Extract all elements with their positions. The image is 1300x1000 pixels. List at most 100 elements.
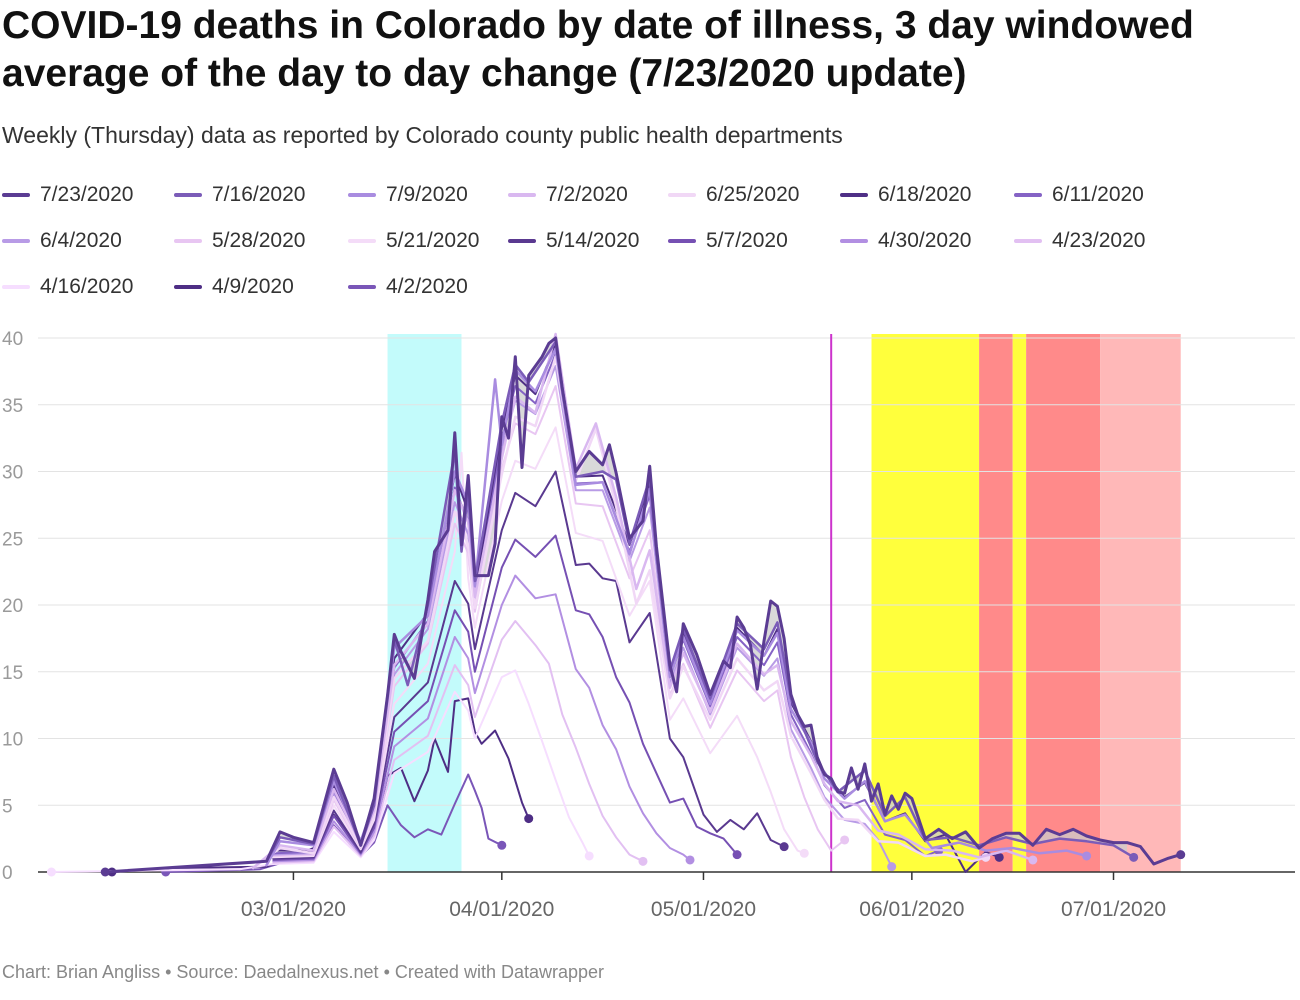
series-end-point bbox=[840, 835, 850, 845]
legend-swatch bbox=[668, 193, 696, 197]
series-end-point bbox=[1176, 850, 1186, 860]
legend-swatch bbox=[348, 285, 376, 289]
series-line bbox=[272, 574, 691, 863]
legend-swatch bbox=[174, 285, 202, 289]
legend-swatch bbox=[508, 193, 536, 197]
series-end-point bbox=[685, 855, 695, 865]
legend-label: 7/9/2020 bbox=[386, 183, 468, 206]
chart-title: COVID-19 deaths in Colorado by date of i… bbox=[2, 4, 1194, 95]
legend-label: 6/18/2020 bbox=[878, 183, 972, 206]
y-tick-label: 20 bbox=[2, 596, 23, 617]
shaded-band bbox=[1026, 334, 1101, 872]
series-start-point bbox=[100, 867, 110, 877]
legend-swatch bbox=[1014, 239, 1042, 243]
legend-item: 6/4/2020 bbox=[2, 224, 122, 258]
legend-item: 7/23/2020 bbox=[2, 178, 133, 212]
series-end-point bbox=[524, 814, 534, 824]
series-group bbox=[272, 620, 648, 866]
series-end-point bbox=[638, 856, 648, 866]
shaded-band bbox=[1100, 334, 1181, 872]
legend-item: 4/2/2020 bbox=[348, 270, 468, 304]
legend-label: 4/23/2020 bbox=[1052, 229, 1146, 252]
legend-item: 6/11/2020 bbox=[1014, 178, 1144, 212]
legend-item: 4/9/2020 bbox=[174, 270, 294, 304]
legend-swatch bbox=[348, 239, 376, 243]
chart-footer: Chart: Brian Angliss • Source: Daedalnex… bbox=[2, 962, 1292, 983]
legend-swatch bbox=[2, 285, 30, 289]
legend-swatch bbox=[174, 193, 202, 197]
legend-swatch bbox=[668, 239, 696, 243]
series-line bbox=[272, 365, 893, 868]
legend-item: 6/25/2020 bbox=[668, 178, 799, 212]
line-chart: 0 5 10 15 20 25 30 35 40 03/01/2020 04/01/2020 05/0… bbox=[2, 329, 1295, 921]
x-tick-label: 05/01/2020 bbox=[651, 898, 756, 921]
y-tick-label: 0 bbox=[2, 863, 13, 884]
legend-item: 6/18/2020 bbox=[840, 178, 971, 212]
series-group bbox=[272, 574, 695, 865]
legend-item: 4/23/2020 bbox=[1014, 224, 1145, 258]
legend-label: 5/28/2020 bbox=[212, 229, 306, 252]
series-group bbox=[46, 669, 594, 877]
series-line bbox=[272, 426, 806, 859]
legend-swatch bbox=[840, 239, 868, 243]
legend-item: 5/14/2020 bbox=[508, 224, 639, 258]
series-line bbox=[272, 385, 846, 857]
legend-label: 6/25/2020 bbox=[706, 183, 800, 206]
legend-label: 7/2/2020 bbox=[546, 183, 628, 206]
legend-item: 5/28/2020 bbox=[174, 224, 305, 258]
series-end-point bbox=[497, 840, 507, 850]
series-group bbox=[272, 534, 742, 861]
series-line bbox=[50, 669, 591, 873]
series-end-point bbox=[994, 852, 1004, 862]
shaded-band bbox=[871, 334, 980, 872]
legend-item: 7/16/2020 bbox=[174, 178, 305, 212]
credit-author: Chart: Brian Angliss bbox=[2, 962, 161, 982]
legend-swatch bbox=[2, 193, 30, 197]
legend-label: 4/16/2020 bbox=[40, 275, 134, 298]
shaded-band bbox=[1012, 334, 1027, 872]
x-tick-label: 07/01/2020 bbox=[1061, 898, 1166, 921]
y-tick-label: 5 bbox=[2, 796, 13, 817]
series-end-point bbox=[584, 851, 594, 861]
series-end-point bbox=[1082, 851, 1092, 861]
series-group bbox=[272, 426, 809, 859]
series-end-point bbox=[1129, 852, 1139, 862]
series-group bbox=[100, 336, 1186, 877]
legend-label: 7/16/2020 bbox=[212, 183, 306, 206]
legend-swatch bbox=[508, 239, 536, 243]
x-tick-label: 03/01/2020 bbox=[241, 898, 346, 921]
legend-swatch bbox=[174, 239, 202, 243]
legend-label: 5/14/2020 bbox=[546, 229, 640, 252]
credit-source: Source: Daedalnexus.net bbox=[176, 962, 379, 982]
series-line bbox=[272, 620, 644, 864]
footer-separator: • bbox=[383, 962, 390, 982]
y-tick-label: 35 bbox=[2, 396, 23, 417]
legend-swatch bbox=[1014, 193, 1042, 197]
series-end-point bbox=[887, 862, 897, 872]
legend-label: 4/30/2020 bbox=[878, 229, 972, 252]
series-line bbox=[251, 355, 988, 870]
footer-separator: • bbox=[165, 962, 172, 982]
x-tick-label: 06/01/2020 bbox=[859, 898, 964, 921]
shaded-band bbox=[979, 334, 1013, 872]
series-end-point bbox=[799, 848, 809, 858]
legend-swatch bbox=[348, 193, 376, 197]
legend-label: 7/23/2020 bbox=[40, 183, 134, 206]
credit-tool: Created with Datawrapper bbox=[394, 962, 605, 982]
series-end-point bbox=[1028, 855, 1038, 865]
series-end-point bbox=[779, 842, 789, 852]
legend-swatch bbox=[2, 239, 30, 243]
legend-item: 4/16/2020 bbox=[2, 270, 133, 304]
series-end-point bbox=[732, 850, 742, 860]
legend-item: 4/30/2020 bbox=[840, 224, 971, 258]
legend-item: 5/7/2020 bbox=[668, 224, 788, 258]
legend-label: 4/2/2020 bbox=[386, 275, 468, 298]
chart-subtitle: Weekly (Thursday) data as reported by Co… bbox=[2, 122, 843, 148]
legend-label: 6/4/2020 bbox=[40, 229, 122, 252]
legend-item: 5/21/2020 bbox=[348, 224, 479, 258]
x-tick-label: 04/01/2020 bbox=[449, 898, 554, 921]
series-line bbox=[103, 336, 1183, 874]
y-tick-label: 25 bbox=[2, 529, 23, 550]
legend-label: 4/9/2020 bbox=[212, 275, 294, 298]
y-tick-label: 10 bbox=[2, 730, 23, 751]
